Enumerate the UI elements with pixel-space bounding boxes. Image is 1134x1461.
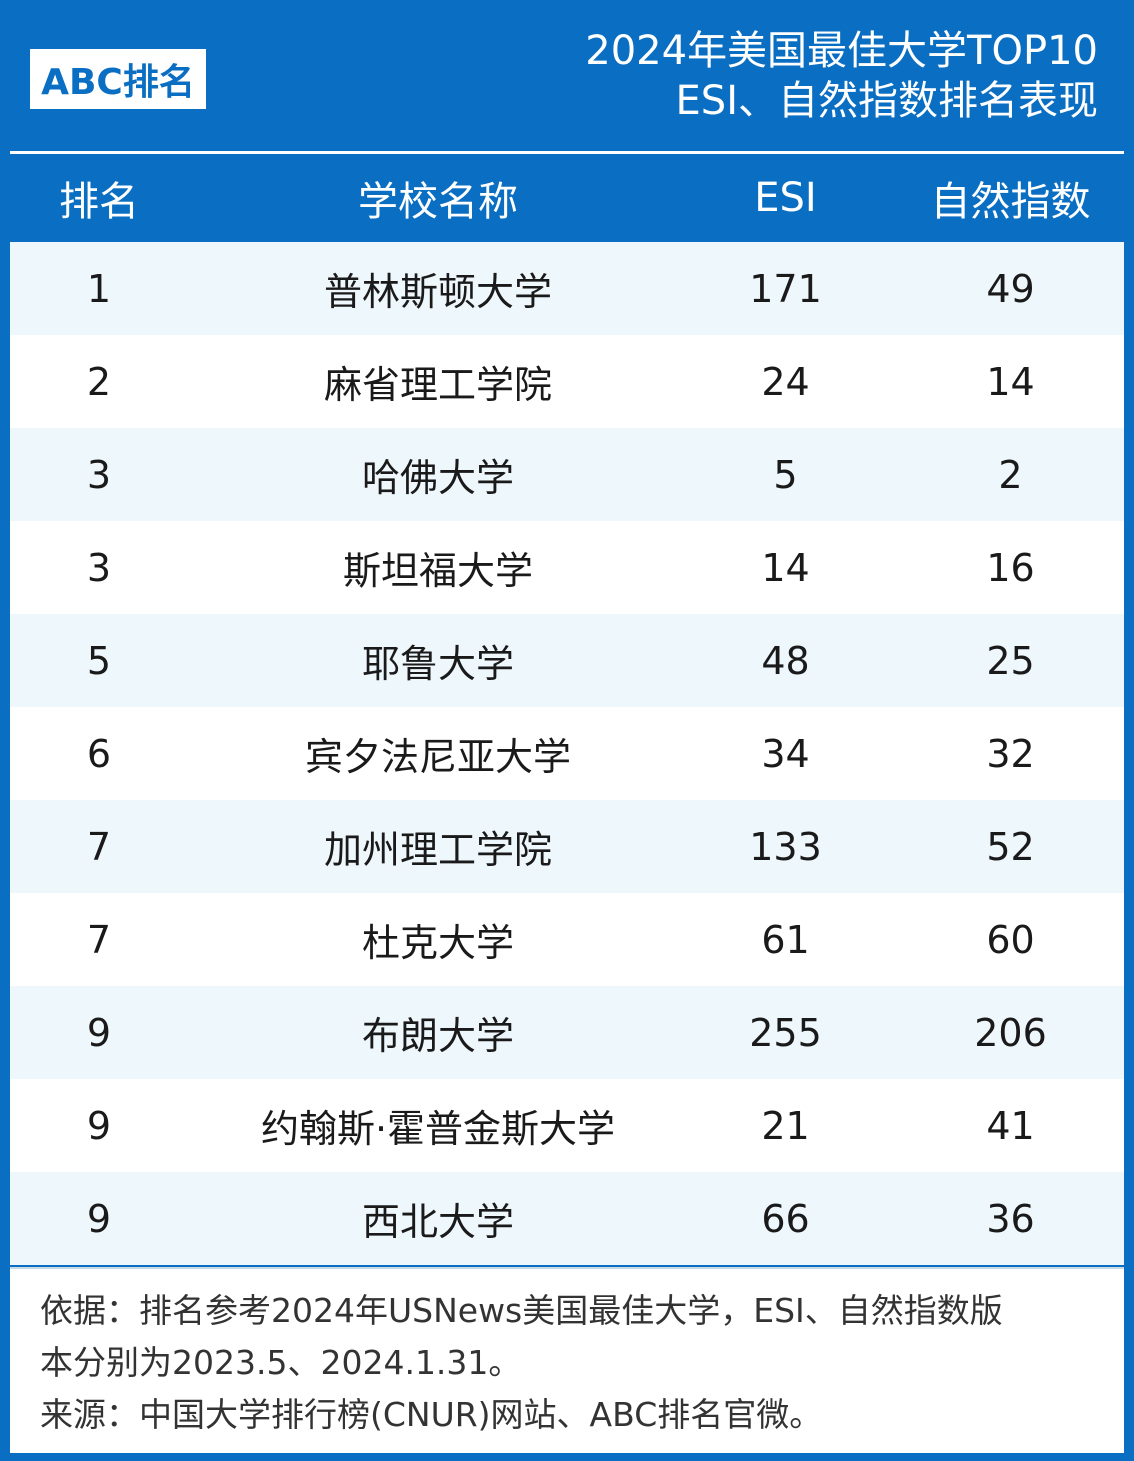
cell-name: 布朗大学 (361, 1014, 514, 1058)
cell-rank: 1 (86, 266, 112, 311)
cell-nature-index: 36 (986, 1196, 1035, 1241)
footnote-basis-line-2: 本分别为2023.5、2024.1.31。 (40, 1343, 522, 1382)
title-line-2: ESI、自然指数排名表现 (675, 78, 1098, 124)
cell-rank: 9 (86, 1010, 112, 1055)
cell-nature-index: 25 (986, 638, 1035, 683)
cell-esi: 5 (773, 452, 798, 497)
cell-name: 麻省理工学院 (323, 363, 552, 407)
cell-rank: 7 (86, 917, 112, 962)
cell-rank: 2 (86, 359, 112, 404)
cell-name: 普林斯顿大学 (323, 270, 552, 314)
cell-nature-index: 16 (986, 545, 1035, 590)
table-header: 排名 学校名称 ESI 自然指数 (10, 154, 1124, 242)
cell-name: 宾夕法尼亚大学 (304, 735, 571, 779)
table-row: 6 宾夕法尼亚大学 34 32 (10, 707, 1124, 800)
cell-nature-index: 49 (986, 266, 1035, 311)
cell-esi: 171 (749, 266, 822, 311)
ranking-table: 1 普林斯顿大学 171 49 2 麻省理工学院 24 14 3 哈佛大学 5 … (10, 242, 1124, 1265)
table-row: 9 布朗大学 255 206 (10, 986, 1124, 1079)
cell-name: 斯坦福大学 (342, 549, 533, 593)
cell-esi: 66 (761, 1196, 810, 1241)
cell-nature-index: 14 (986, 359, 1035, 404)
cell-nature-index: 32 (986, 731, 1035, 776)
cell-rank: 7 (86, 824, 112, 869)
footnote-basis-line-1: 依据：排名参考2024年USNews美国最佳大学，ESI、自然指数版 (40, 1291, 1003, 1330)
table-row: 1 普林斯顿大学 171 49 (10, 242, 1124, 335)
cell-esi: 14 (761, 545, 810, 590)
table-row: 9 西北大学 66 36 (10, 1172, 1124, 1265)
cell-rank: 3 (86, 545, 112, 590)
cell-rank: 9 (86, 1196, 112, 1241)
cell-name: 耶鲁大学 (361, 642, 514, 686)
cell-name: 杜克大学 (361, 921, 514, 965)
brand-logo: ABC排名 (30, 49, 206, 109)
brand-logo-text: ABC排名 (41, 62, 195, 103)
table-row: 9 约翰斯·霍普金斯大学 21 41 (10, 1079, 1124, 1172)
cell-esi: 61 (761, 917, 810, 962)
cell-rank: 3 (86, 452, 112, 497)
cell-nature-index: 52 (986, 824, 1035, 869)
column-header-name: 学校名称 (358, 179, 518, 225)
footnote: 依据：排名参考2024年USNews美国最佳大学，ESI、自然指数版 本分别为2… (10, 1267, 1124, 1453)
cell-nature-index: 206 (974, 1010, 1047, 1055)
column-header-esi: ESI (754, 175, 817, 221)
table-row: 5 耶鲁大学 48 25 (10, 614, 1124, 707)
cell-name: 加州理工学院 (323, 828, 552, 872)
cell-esi: 21 (761, 1103, 810, 1148)
cell-esi: 34 (761, 731, 810, 776)
cell-rank: 5 (86, 638, 112, 683)
cell-esi: 133 (749, 824, 822, 869)
table-row: 3 哈佛大学 5 2 (10, 428, 1124, 521)
table-row: 7 加州理工学院 133 52 (10, 800, 1124, 893)
table-row: 3 斯坦福大学 14 16 (10, 521, 1124, 614)
page-title: 2024年美国最佳大学TOP10 ESI、自然指数排名表现 (585, 26, 1098, 126)
cell-esi: 255 (749, 1010, 822, 1055)
cell-name: 西北大学 (361, 1200, 514, 1244)
table-row: 7 杜克大学 61 60 (10, 893, 1124, 986)
cell-name: 哈佛大学 (361, 456, 514, 500)
table-row: 2 麻省理工学院 24 14 (10, 335, 1124, 428)
cell-esi: 24 (761, 359, 810, 404)
cell-nature-index: 2 (998, 452, 1023, 497)
cell-rank: 9 (86, 1103, 112, 1148)
column-header-rank: 排名 (59, 179, 139, 225)
cell-rank: 6 (86, 731, 112, 776)
cell-name: 约翰斯·霍普金斯大学 (260, 1107, 616, 1151)
column-header-nature-index: 自然指数 (930, 179, 1091, 225)
footnote-source: 来源：中国大学排行榜(CNUR)网站、ABC排名官微。 (40, 1395, 823, 1434)
cell-nature-index: 41 (986, 1103, 1035, 1148)
cell-esi: 48 (761, 638, 810, 683)
header-divider (10, 151, 1124, 154)
cell-nature-index: 60 (986, 917, 1035, 962)
title-line-1: 2024年美国最佳大学TOP10 (585, 28, 1098, 74)
